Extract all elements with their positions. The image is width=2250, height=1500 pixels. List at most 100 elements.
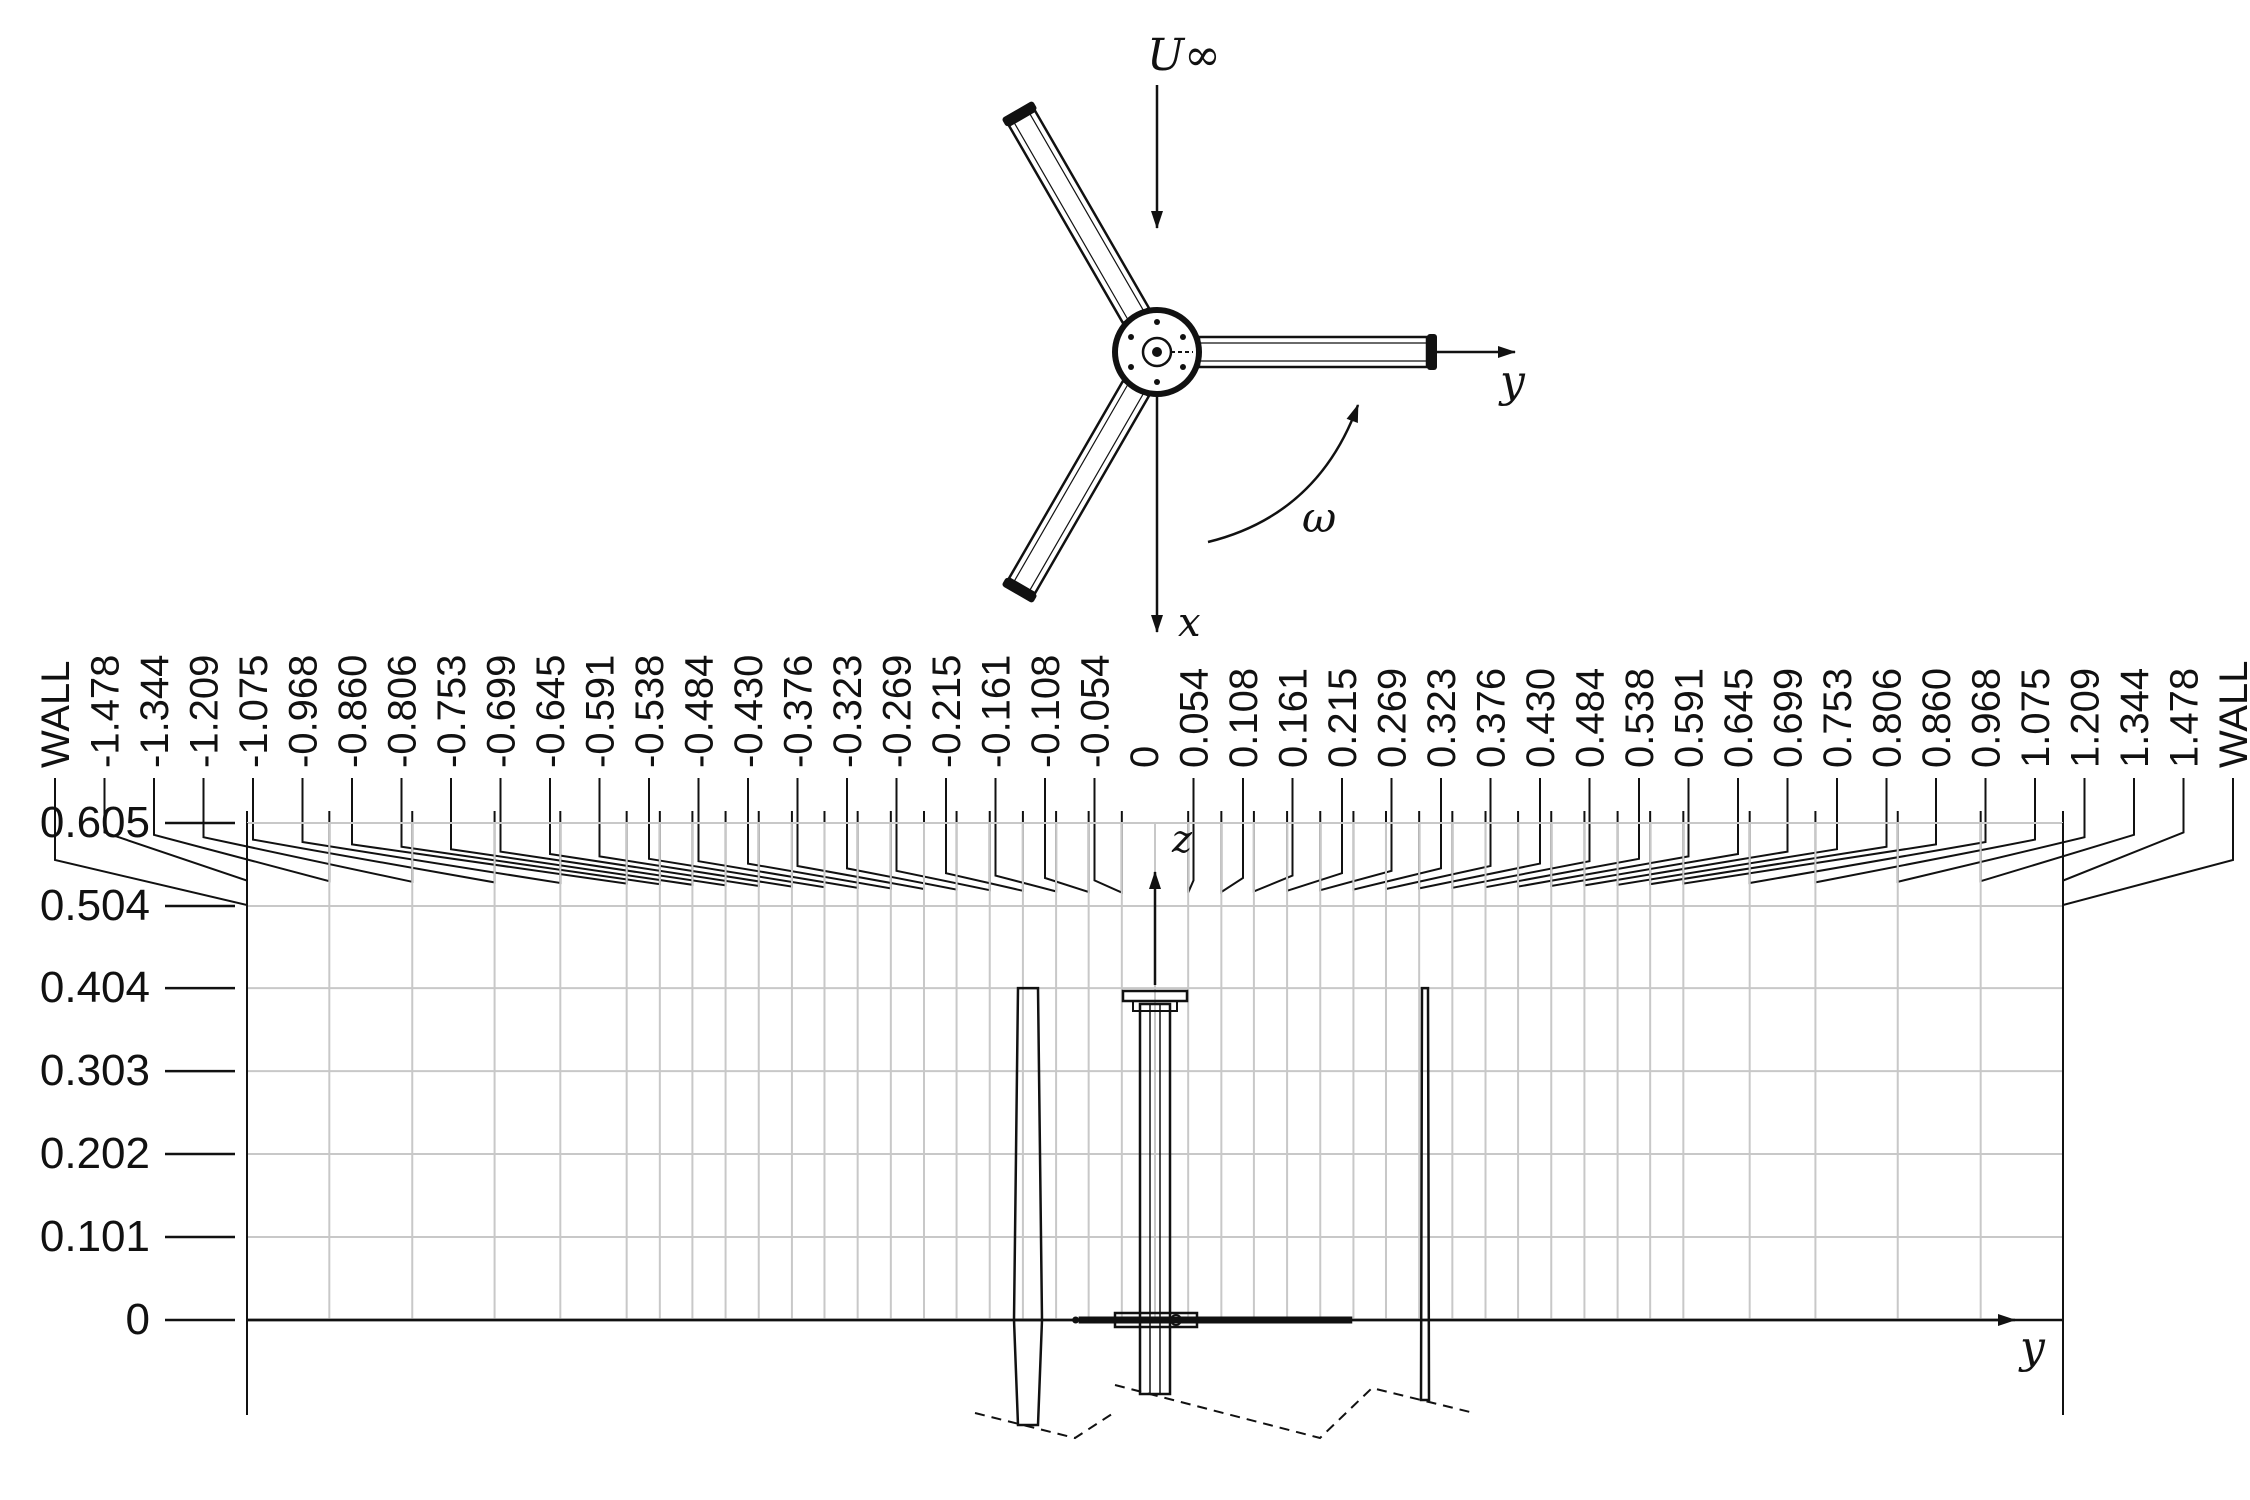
top-y-axis-label: y <box>1498 356 1526 407</box>
hub-bolt <box>1154 319 1160 325</box>
probe-leader <box>1979 778 2135 883</box>
break-line <box>974 1411 1116 1440</box>
probe-label: 1.344 <box>2113 668 2157 768</box>
hub-bolt <box>1179 364 1186 370</box>
rotor-top-view <box>1002 85 1516 633</box>
probe-label: 1.478 <box>2163 668 2207 768</box>
shaft <box>1138 1002 1172 1396</box>
probe-label: 0.484 <box>1569 668 1613 768</box>
blade-edge <box>1029 113 1145 312</box>
blade-upper-left <box>1002 101 1151 325</box>
freestream-label: U∞ <box>1147 30 1221 81</box>
probe-label: 0.376 <box>1470 668 1514 768</box>
probe-leader <box>450 778 694 886</box>
probe-label: -0.108 <box>1024 655 1068 768</box>
blade-edge <box>1029 392 1145 591</box>
probe-label: -0.323 <box>826 655 870 768</box>
probe-label: 0.108 <box>1222 668 1266 768</box>
probe-leader <box>351 778 628 885</box>
probe-leader <box>1286 778 1343 893</box>
probe-leader <box>895 778 991 892</box>
blade-lower-left <box>1002 379 1151 603</box>
probe-label: -0.269 <box>876 655 920 768</box>
probe-label: 0.968 <box>1965 668 2009 768</box>
probe-leader <box>1896 778 2086 884</box>
probe-label: 0.538 <box>1618 668 1662 768</box>
blade-tip <box>1002 577 1037 603</box>
omega-label: ω <box>1302 493 1336 542</box>
probe-label: 0.753 <box>1816 668 1860 768</box>
hub-bolt <box>1179 334 1186 340</box>
probe-label: 0.215 <box>1321 668 1365 768</box>
probe-leader <box>202 778 414 884</box>
probe-label: -1.075 <box>232 655 276 768</box>
top-bearing <box>1132 1000 1178 1012</box>
probe-label: -0.054 <box>1074 655 1118 768</box>
blade-body <box>1007 379 1151 596</box>
probe-label: -0.538 <box>628 655 672 768</box>
probe-leader <box>1418 778 1541 890</box>
probe-label: -0.591 <box>579 655 623 768</box>
probe-label: -1.344 <box>133 655 177 768</box>
hub-icon <box>1152 347 1162 357</box>
z-tick-label: 0.404 <box>40 963 150 1012</box>
probe-label: -0.161 <box>975 655 1019 768</box>
probe-label: 0.054 <box>1173 668 1217 768</box>
probe-label: 0.591 <box>1668 668 1712 768</box>
probe-label: -0.806 <box>381 655 425 768</box>
probe-leader <box>2062 778 2234 1415</box>
z-tick-label: 0.605 <box>40 798 150 847</box>
right-blade <box>1419 986 1431 1402</box>
top-x-axis-label: x <box>1178 600 1201 646</box>
probe-label: 1.209 <box>2064 668 2108 768</box>
probe-label: -1.209 <box>183 655 227 768</box>
probe-label: -0.376 <box>777 655 821 768</box>
probe-labels: WALL -1.478 -1.344 -1.209 -1.075 -0.968 -0.860… <box>34 655 2250 768</box>
probe-label: -0.860 <box>331 655 375 768</box>
probe-leader <box>1093 778 1123 895</box>
probe-leader <box>2062 778 2185 883</box>
probe-label: -0.699 <box>480 655 524 768</box>
arm-joint <box>1088 1316 1096 1324</box>
z-tick-label: 0 <box>126 1295 150 1344</box>
side-y-axis-label: y <box>2018 1322 2046 1373</box>
probe-leader <box>1044 778 1090 894</box>
hub-bolt <box>1128 364 1135 370</box>
probe-label: 0.323 <box>1420 668 1464 768</box>
blade-body <box>1007 108 1151 325</box>
probe-leader <box>1220 778 1244 894</box>
probe-label: 0.269 <box>1371 668 1415 768</box>
probe-label: -0.968 <box>282 655 326 768</box>
blade-tip <box>1427 334 1437 370</box>
turbine-side-view <box>974 871 1471 1440</box>
z-axis-label: z <box>1171 817 1193 861</box>
z-tick-label: 0.504 <box>40 881 150 930</box>
hub-bolt <box>1128 334 1135 340</box>
probe-label: -0.484 <box>678 655 722 768</box>
probe-label: 0.699 <box>1767 668 1811 768</box>
blade-edge <box>1013 383 1129 582</box>
rotation-arrow-icon <box>1207 404 1360 544</box>
hub-bolt <box>1154 379 1160 385</box>
probe-label: 0.645 <box>1717 668 1761 768</box>
probe-label: 0.806 <box>1866 668 1910 768</box>
left-blade <box>1012 986 1044 1427</box>
blade-edge <box>1013 122 1129 321</box>
probe-label: -0.753 <box>430 655 474 768</box>
blade-right <box>1197 334 1437 370</box>
probe-leader <box>1352 778 1442 891</box>
probe-label: 1.075 <box>2014 668 2058 768</box>
blade-tip <box>1002 101 1037 127</box>
probe-label: -0.645 <box>529 655 573 768</box>
probe-leader <box>549 778 760 888</box>
probe-label: 0.860 <box>1915 668 1959 768</box>
probe-label: WALL <box>34 661 78 768</box>
probe-label: -1.478 <box>84 655 128 768</box>
z-axis-labels: 0.605 0.504 0.404 0.303 0.202 0.101 0 <box>40 798 235 1344</box>
probe-label: -0.215 <box>925 655 969 768</box>
z-tick-label: 0.303 <box>40 1046 150 1095</box>
probe-leader <box>1319 778 1393 892</box>
probe-label: 0.161 <box>1272 668 1316 768</box>
z-tick-label: 0.202 <box>40 1129 150 1178</box>
